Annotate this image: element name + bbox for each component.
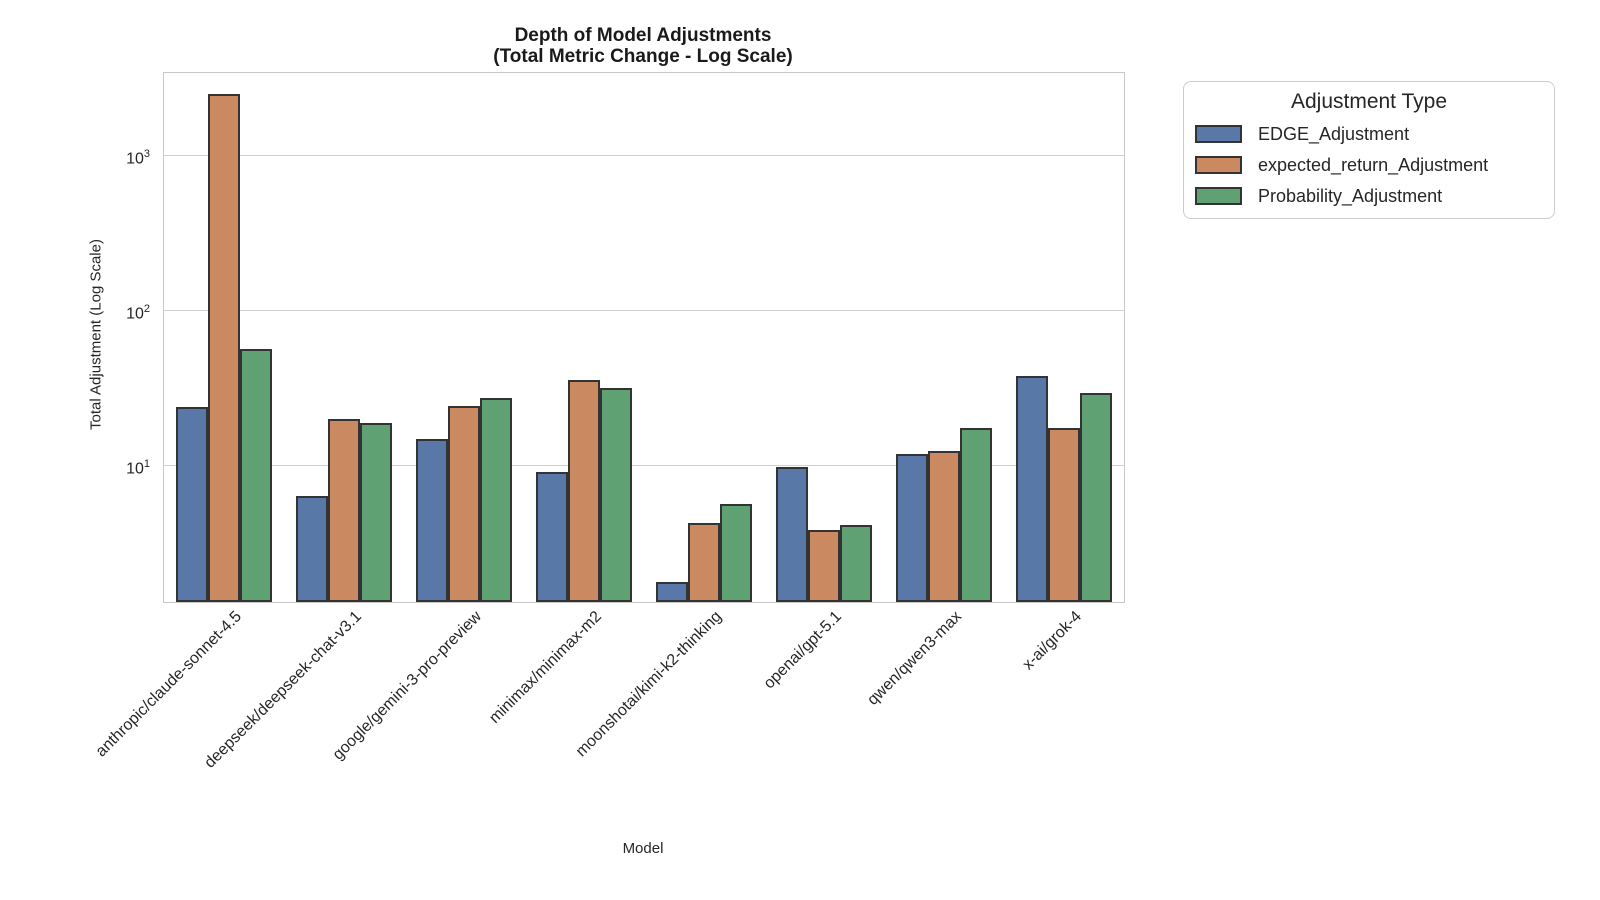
bar-Probability_Adjustment-deepseek/deepseek-chat-v3.1 — [360, 422, 392, 602]
legend-row: Probability_Adjustment — [1194, 184, 1544, 208]
bar-Probability_Adjustment-moonshotai/kimi-k2-thinking — [720, 503, 752, 602]
y-tick-label: 102 — [126, 303, 150, 323]
bar-expected_return_Adjustment-anthropic/claude-sonnet-4.5 — [208, 94, 240, 602]
plot-area — [163, 72, 1125, 603]
legend-swatch-EDGE_Adjustment — [1195, 125, 1242, 143]
bar-expected_return_Adjustment-openai/gpt-5.1 — [808, 529, 840, 602]
bar-expected_return_Adjustment-x-ai/grok-4 — [1048, 428, 1080, 602]
legend-row: EDGE_Adjustment — [1194, 122, 1544, 146]
bar-EDGE_Adjustment-moonshotai/kimi-k2-thinking — [656, 581, 688, 602]
bar-Probability_Adjustment-minimax/minimax-m2 — [600, 387, 632, 602]
bar-EDGE_Adjustment-x-ai/grok-4 — [1016, 376, 1048, 602]
gridline — [164, 465, 1124, 467]
legend-label: Probability_Adjustment — [1258, 186, 1443, 206]
chart-title-line2: (Total Metric Change - Log Scale) — [493, 46, 793, 67]
bar-expected_return_Adjustment-google/gemini-3-pro-preview — [448, 405, 480, 602]
y-tick-label: 103 — [126, 148, 150, 168]
bar-EDGE_Adjustment-google/gemini-3-pro-preview — [416, 438, 448, 602]
legend-rows: EDGE_Adjustment expected_return_Adjustmen… — [1194, 122, 1544, 208]
legend-label: EDGE_Adjustment — [1258, 124, 1410, 144]
bar-expected_return_Adjustment-deepseek/deepseek-chat-v3.1 — [328, 419, 360, 602]
bar-Probability_Adjustment-anthropic/claude-sonnet-4.5 — [240, 348, 272, 602]
legend: Adjustment Type EDGE_Adjustment expected_… — [1183, 81, 1555, 219]
legend-row: expected_return_Adjustment — [1194, 153, 1544, 177]
bar-EDGE_Adjustment-minimax/minimax-m2 — [536, 471, 568, 602]
legend-title: Adjustment Type — [1290, 90, 1448, 113]
bar-Probability_Adjustment-openai/gpt-5.1 — [840, 524, 872, 602]
bar-EDGE_Adjustment-qwen/qwen3-max — [896, 453, 928, 602]
chart-title: Depth of Model Adjustments (Total Metric… — [163, 25, 1123, 67]
bar-expected_return_Adjustment-qwen/qwen3-max — [928, 451, 960, 602]
bar-EDGE_Adjustment-openai/gpt-5.1 — [776, 467, 808, 602]
bar-Probability_Adjustment-google/gemini-3-pro-preview — [480, 398, 512, 602]
bar-Probability_Adjustment-x-ai/grok-4 — [1080, 393, 1112, 602]
bar-EDGE_Adjustment-deepseek/deepseek-chat-v3.1 — [296, 496, 328, 602]
gridline — [164, 310, 1124, 312]
gridline — [164, 155, 1124, 157]
legend-swatch-Probability_Adjustment — [1195, 187, 1242, 205]
bar-Probability_Adjustment-qwen/qwen3-max — [960, 428, 992, 602]
x-axis-label: Model — [622, 840, 664, 857]
bar-expected_return_Adjustment-moonshotai/kimi-k2-thinking — [688, 522, 720, 602]
y-tick-label: 101 — [126, 458, 150, 478]
chart-title-line1: Depth of Model Adjustments — [514, 25, 772, 46]
bar-EDGE_Adjustment-anthropic/claude-sonnet-4.5 — [176, 407, 208, 602]
bar-expected_return_Adjustment-minimax/minimax-m2 — [568, 379, 600, 602]
legend-swatch-expected_return_Adjustment — [1195, 156, 1242, 174]
legend-label: expected_return_Adjustment — [1258, 155, 1489, 175]
